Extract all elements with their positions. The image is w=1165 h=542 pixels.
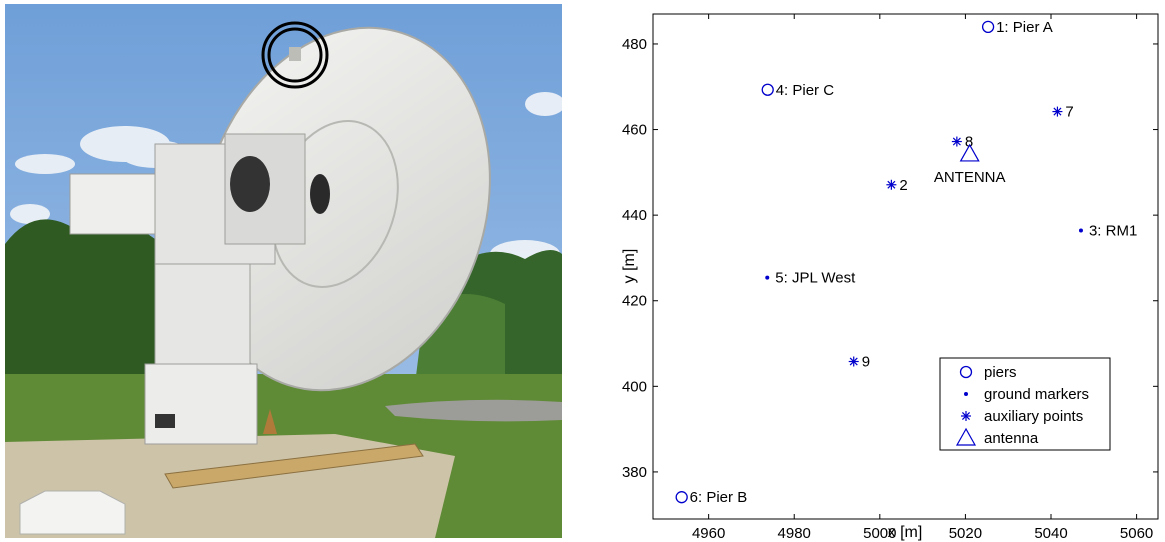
x-tick-label: 5020	[949, 525, 982, 542]
point-star	[951, 136, 962, 147]
y-tick-label: 380	[622, 464, 647, 481]
point-dot	[1078, 228, 1083, 233]
legend-marker-triangle	[955, 427, 977, 446]
legend-marker-dot	[964, 392, 968, 396]
point-label: 7	[1065, 104, 1073, 121]
x-tick-label: 5060	[1120, 525, 1153, 542]
point-label: 6: Pier B	[690, 489, 748, 506]
x-tick-label: 4980	[778, 525, 811, 542]
photo-cone	[263, 409, 277, 434]
photo-ladder	[164, 443, 424, 489]
y-tick-label: 440	[622, 207, 647, 224]
legend-label: ground markers	[984, 386, 1089, 403]
point-dot	[765, 275, 770, 280]
legend-marker-circle	[959, 365, 973, 379]
x-axis-label: x [m]	[888, 524, 923, 541]
data-points: 1: Pier A 4: Pier C 6: Pier B 3: RM1 5: JPL …	[675, 19, 1137, 506]
legend-entries: piers ground markers auxiliary points anten…	[955, 364, 1089, 447]
x-tick-label: 5000	[863, 525, 896, 542]
y-tick-label: 460	[622, 122, 647, 139]
x-axis-ticks: 4960 4980 5000 5020 5040 5060	[692, 14, 1153, 542]
y-tick-label: 400	[622, 378, 647, 395]
point-label: 4: Pier C	[776, 82, 835, 99]
photo-bucket	[19, 490, 126, 535]
y-axis-label: y [m]	[621, 249, 638, 284]
legend: piers ground markers auxiliary points anten…	[939, 357, 1111, 451]
x-tick-label: 4960	[692, 525, 725, 542]
point-circle	[761, 83, 774, 96]
point-label: 2	[899, 177, 907, 194]
scatter-chart: 4960 4980 5000 5020 5040 5060 380 400 420 440 460…	[621, 13, 1159, 542]
legend-marker-star	[961, 411, 971, 421]
y-tick-label: 480	[622, 36, 647, 53]
point-label: ANTENNA	[934, 169, 1006, 186]
point-circle	[675, 491, 688, 504]
point-star	[1052, 106, 1063, 117]
point-label: 5: JPL West	[775, 270, 856, 287]
point-star	[848, 356, 859, 367]
legend-label: antenna	[984, 430, 1039, 447]
y-axis-ticks: 380 400 420 440 460 480	[622, 36, 1158, 481]
point-label: 3: RM1	[1089, 223, 1137, 240]
point-label: 1: Pier A	[996, 19, 1053, 36]
legend-box	[939, 357, 1111, 451]
legend-label: auxiliary points	[984, 408, 1083, 425]
photo-trees	[5, 219, 562, 384]
photo-mount	[69, 133, 306, 445]
point-label: 8	[965, 134, 973, 151]
y-tick-label: 420	[622, 293, 647, 310]
point-label: 9	[862, 354, 870, 371]
legend-label: piers	[984, 364, 1017, 381]
point-circle	[981, 20, 995, 33]
point-triangle	[959, 143, 980, 162]
point-star	[886, 179, 897, 190]
photo-target-highlight	[261, 21, 329, 89]
photo-gravel	[385, 399, 562, 422]
antenna-photo	[5, 4, 562, 538]
x-tick-label: 5040	[1034, 525, 1067, 542]
